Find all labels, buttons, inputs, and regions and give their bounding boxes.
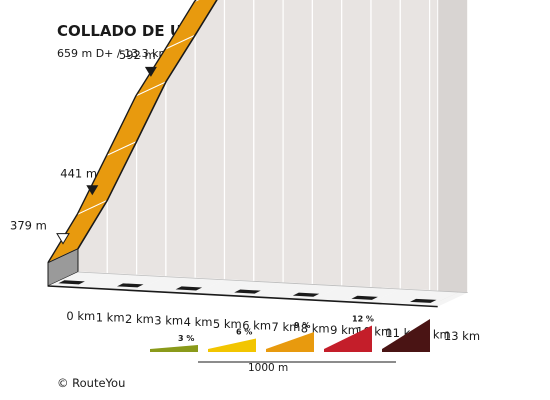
base-stripe [234,289,261,294]
base-segment [194,279,254,296]
base-segment [253,282,313,299]
profile-ribbon [46,0,218,287]
base-segment [135,276,196,293]
side-wall-segment [282,0,313,286]
legend-swatch [208,338,256,352]
legend-swatch [324,325,372,352]
legend-label: 12 % [352,315,374,324]
side-wall-segment [370,0,401,290]
side-wall-segment [311,0,343,287]
base-back-edge [77,271,468,294]
profile-side-walls [77,0,469,308]
km-tick-label: 4 km [184,315,213,329]
side-wall-segment [194,0,226,281]
km-tick-label: 1 km [96,311,125,325]
side-wall-segment [399,0,431,292]
base-segment [399,290,459,307]
profile-base [47,271,468,308]
base-segment [165,278,225,294]
km-tick-label: 2 km [125,312,154,326]
ribbon-back-edge [77,0,218,250]
base-stripe [58,280,85,285]
side-wall-segment [341,0,372,289]
base-segment [48,272,108,288]
grade-legend: 3 % 6 % 9 % 12 % [150,315,430,352]
base-segment [341,287,401,304]
side-wall-end-cap [437,0,469,308]
elevation-marker [144,66,157,77]
routeyou-credit: © RouteYou [57,376,125,390]
legend-swatch [266,332,314,352]
base-segment [311,285,371,302]
legend-swatch [382,319,430,352]
base-stripe [351,295,378,300]
base-segment [223,281,284,297]
ribbon-segment [194,0,199,2]
base-stripe [175,286,203,291]
km-tick-label: 9 km [330,323,359,337]
legend-label: 3 % [178,334,194,343]
base-segment [77,273,137,290]
scale-label: 1000 m [248,362,288,374]
km-tick-label: 0 km [66,309,95,323]
ribbon-front-edge [47,0,197,264]
km-tick-label: 6 km [242,318,271,332]
legend-swatch [150,345,198,352]
km-tick-label: 5 km [213,317,242,331]
side-wall-segment [253,0,284,284]
base-segment [282,284,342,300]
elevation-label: 441 m [60,166,97,180]
km-tick-label: 3 km [154,314,183,328]
elevation-marker [56,233,70,245]
elevation-marker [86,185,99,196]
base-front-edge [47,285,438,308]
km-tick-label: 13 km [444,329,480,343]
km-tick-label: 8 km [301,321,330,335]
base-stripe [409,298,437,303]
chart-subtitle: 659 m D+ / 13.3 km [57,47,169,60]
legend-label: 6 % [236,328,252,337]
legend-label: 9 % [294,321,310,330]
base-segment [106,275,166,291]
side-wall-segment [223,0,255,282]
elevation-label: 379 m [10,219,47,233]
km-tick-label: 7 km [272,320,301,334]
base-stripe [116,283,144,288]
base-segment [428,292,468,307]
elevation-label: 592 m [119,48,156,62]
base-segment [370,289,430,305]
base-stripe [292,292,320,297]
